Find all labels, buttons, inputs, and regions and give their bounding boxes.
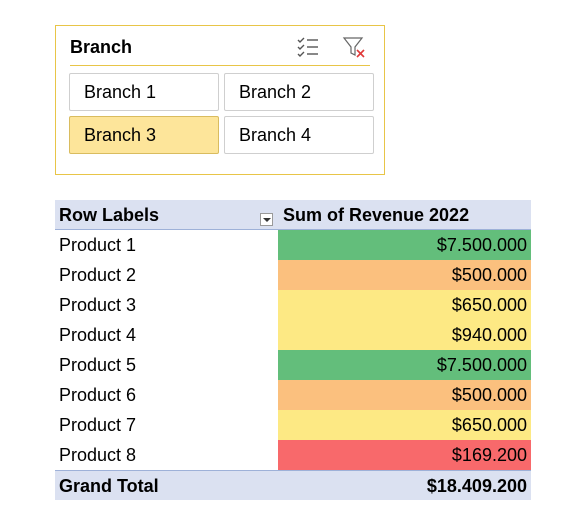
table-row[interactable]: Product 6 $500.000 bbox=[55, 380, 531, 410]
multi-select-icon[interactable] bbox=[296, 35, 320, 59]
pivot-header-row: Row Labels Sum of Revenue 2022 bbox=[55, 200, 531, 230]
row-label: Product 4 bbox=[59, 325, 137, 345]
pivot-table: Row Labels Sum of Revenue 2022 Product 1… bbox=[55, 200, 531, 500]
row-label: Product 8 bbox=[59, 445, 137, 465]
row-value: $940.000 bbox=[278, 320, 531, 350]
row-label: Product 6 bbox=[59, 385, 137, 405]
slicer-header: Branch bbox=[70, 35, 370, 66]
row-value: $169.200 bbox=[278, 440, 531, 470]
row-value: $650.000 bbox=[278, 410, 531, 440]
value-header: Sum of Revenue 2022 bbox=[283, 205, 470, 225]
clear-filter-icon[interactable] bbox=[342, 35, 366, 59]
table-row[interactable]: Product 3 $650.000 bbox=[55, 290, 531, 320]
table-row[interactable]: Product 1 $7.500.000 bbox=[55, 230, 531, 260]
table-row[interactable]: Product 5 $7.500.000 bbox=[55, 350, 531, 380]
table-row[interactable]: Product 2 $500.000 bbox=[55, 260, 531, 290]
grand-total-row: Grand Total $18.409.200 bbox=[55, 470, 531, 500]
branch-slicer: Branch Branch 1 Branch 2 Branch 3 Branch… bbox=[55, 25, 385, 175]
row-label: Product 2 bbox=[59, 265, 137, 285]
row-labels-header: Row Labels bbox=[59, 205, 160, 225]
table-row[interactable]: Product 7 $650.000 bbox=[55, 410, 531, 440]
row-value: $500.000 bbox=[278, 260, 531, 290]
table-row[interactable]: Product 4 $940.000 bbox=[55, 320, 531, 350]
row-value: $500.000 bbox=[278, 380, 531, 410]
slicer-item-branch-4[interactable]: Branch 4 bbox=[224, 116, 374, 154]
table-row[interactable]: Product 8 $169.200 bbox=[55, 440, 531, 470]
grand-total-label: Grand Total bbox=[59, 476, 159, 496]
row-label: Product 5 bbox=[59, 355, 137, 375]
row-value: $7.500.000 bbox=[278, 350, 531, 380]
row-label: Product 1 bbox=[59, 235, 137, 255]
slicer-item-branch-3[interactable]: Branch 3 bbox=[69, 116, 219, 154]
slicer-title: Branch bbox=[70, 37, 133, 57]
row-label: Product 7 bbox=[59, 415, 137, 435]
row-value: $650.000 bbox=[278, 290, 531, 320]
row-value: $7.500.000 bbox=[278, 230, 531, 260]
slicer-item-branch-2[interactable]: Branch 2 bbox=[224, 73, 374, 111]
filter-dropdown-button[interactable] bbox=[260, 213, 273, 226]
row-label: Product 3 bbox=[59, 295, 137, 315]
grand-total-value: $18.409.200 bbox=[426, 476, 527, 496]
slicer-item-branch-1[interactable]: Branch 1 bbox=[69, 73, 219, 111]
